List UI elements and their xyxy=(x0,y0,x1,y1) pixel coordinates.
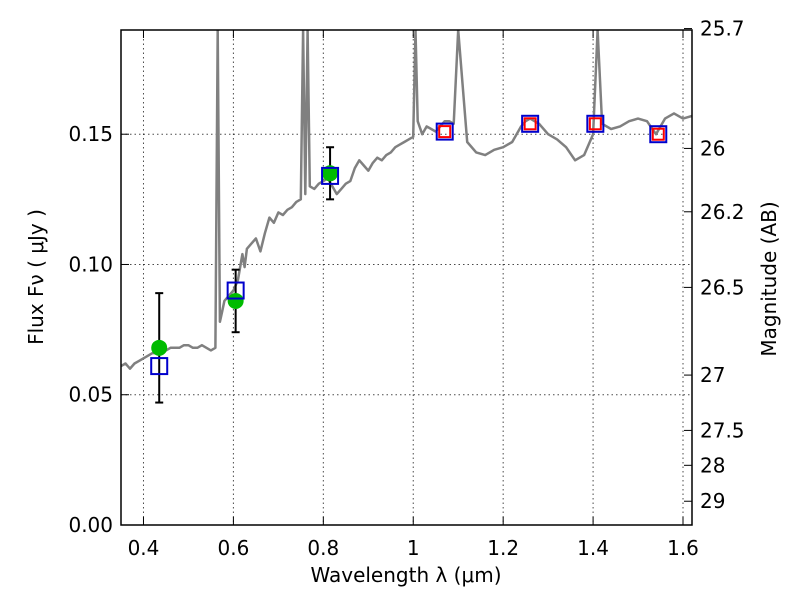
model-blue-square xyxy=(435,122,454,141)
model-red-square xyxy=(523,117,537,131)
model-blue-square xyxy=(649,125,668,144)
photometry-point xyxy=(227,292,244,309)
y-tick-label: 0.15 xyxy=(68,122,113,146)
y-tick-label: 0.10 xyxy=(68,252,113,276)
y2-tick-label: 26.2 xyxy=(700,200,745,224)
y2-axis-label: Magnitude (AB) xyxy=(757,201,781,356)
y2-tick-label: 26.5 xyxy=(700,275,745,299)
x-tick-label: 0.4 xyxy=(128,536,160,560)
x-tick-label: 0.8 xyxy=(307,536,339,560)
model-blue-square xyxy=(226,281,245,300)
plot-frame xyxy=(120,29,693,526)
x-tick-label: 1.6 xyxy=(667,536,699,560)
y-axis-label: Flux Fν ( μJy ) xyxy=(24,209,48,345)
y-tick-label: 0.00 xyxy=(68,513,113,537)
model-blue-square xyxy=(521,114,540,133)
x-axis-label: Wavelength λ (μm) xyxy=(310,563,501,587)
y-tick-label: 0.05 xyxy=(68,383,113,407)
model-red-square xyxy=(588,117,602,131)
model-red-square xyxy=(651,127,665,141)
model-blue-square xyxy=(150,357,169,376)
y2-tick-label: 26 xyxy=(700,136,725,160)
y2-tick-label: 25.7 xyxy=(700,17,745,41)
ticks: 0.4 0.6 0.8 1 1.2 1.4 1.6 0.00 0.05 0.10 0.15 25.7 2… xyxy=(68,17,744,560)
plot-area xyxy=(121,30,692,404)
x-tick-label: 0.6 xyxy=(217,536,249,560)
photometry-point xyxy=(151,339,168,356)
model-red-square xyxy=(438,125,452,139)
y2-tick-label: 29 xyxy=(700,489,725,513)
x-tick-label: 1.2 xyxy=(487,536,519,560)
model-blue-square xyxy=(321,166,340,185)
y2-tick-label: 27 xyxy=(700,363,725,387)
y2-tick-label: 28 xyxy=(700,453,725,477)
photometry-point xyxy=(322,165,339,182)
x-tick-label: 1 xyxy=(407,536,420,560)
x-tick-label: 1.4 xyxy=(577,536,609,560)
model-blue-square xyxy=(586,114,605,133)
y2-tick-label: 27.5 xyxy=(700,418,745,442)
